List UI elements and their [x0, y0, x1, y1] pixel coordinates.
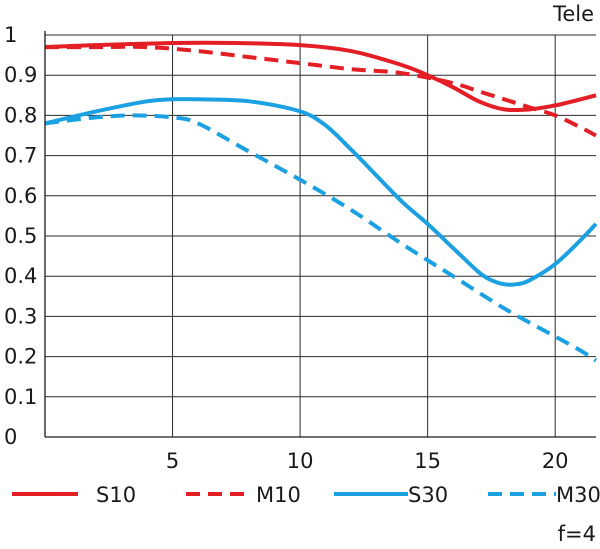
legend: S10 M10 S30 M30: [12, 483, 600, 507]
y-tick-label: 0.2: [4, 345, 37, 369]
x-tick-label: 10: [287, 449, 314, 473]
y-tick-label: 0.6: [4, 184, 37, 208]
x-tick-label: 15: [414, 449, 441, 473]
axes: 00.10.20.30.40.50.60.70.80.915 10 15 20: [4, 23, 596, 473]
legend-item-s30: S30: [334, 483, 448, 507]
y-tick-label: 0.7: [4, 144, 37, 168]
y-tick-label: 0.5: [4, 224, 37, 248]
y-tick-label: 0.3: [4, 304, 37, 328]
series-line-m10: [44, 44, 597, 138]
legend-label: S10: [96, 483, 136, 507]
legend-item-s10: S10: [12, 483, 136, 507]
legend-item-m30: M30: [488, 483, 600, 507]
x-tick-label: 20: [542, 449, 569, 473]
legend-label: M10: [256, 483, 301, 507]
series-line-m30: [44, 113, 598, 363]
series-line-s10: [44, 40, 597, 113]
series-lines: [44, 40, 598, 363]
legend-label: M30: [556, 483, 600, 507]
y-tick-label: 0.8: [4, 103, 37, 127]
y-tick-label: 0.1: [4, 385, 37, 409]
aperture-note: f=4: [558, 522, 596, 546]
legend-item-m10: M10: [186, 483, 301, 507]
legend-label: S30: [408, 483, 448, 507]
y-tick-label: 0: [4, 425, 17, 449]
x-tick-label: 5: [166, 449, 179, 473]
y-tick-label: 1: [4, 23, 17, 47]
grid: [45, 34, 596, 437]
y-tick-label: 0.9: [4, 63, 37, 87]
y-tick-label: 0.4: [4, 264, 37, 288]
series-line-s30: [44, 97, 598, 287]
chart-title: Tele: [552, 2, 594, 26]
